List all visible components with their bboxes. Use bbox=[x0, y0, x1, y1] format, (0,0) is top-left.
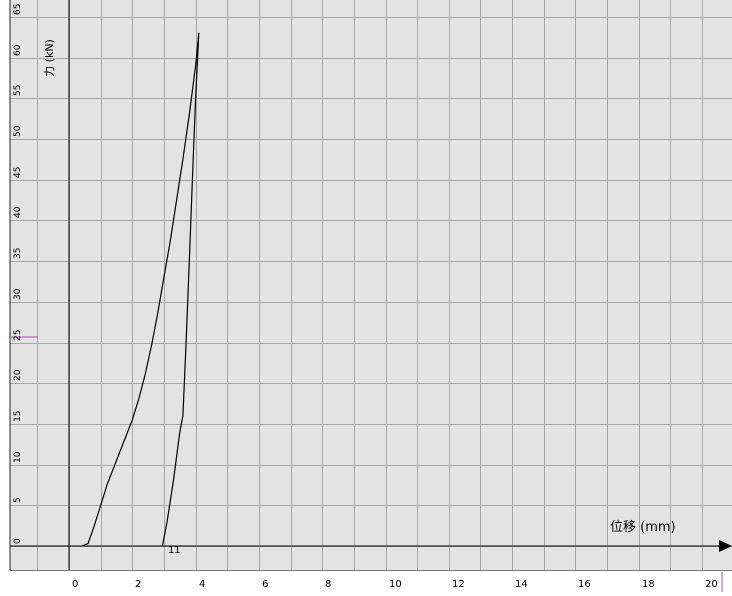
series-line bbox=[81, 32, 200, 547]
x-tick-label: 6 bbox=[262, 579, 268, 590]
y-tick-label: 65 bbox=[13, 4, 23, 15]
x-axis-label: 位移 (mm) bbox=[610, 520, 676, 535]
x-tick-label: 8 bbox=[325, 579, 331, 590]
plot-area bbox=[10, 0, 732, 570]
y-tick-label: 5 bbox=[13, 497, 23, 503]
x-tick-label: 4 bbox=[199, 579, 205, 590]
y-tick-label: 60 bbox=[13, 44, 23, 56]
y-tick-label: 40 bbox=[13, 206, 23, 218]
x-axis-arrow bbox=[719, 540, 732, 552]
x-tick-label: 2 bbox=[135, 579, 141, 590]
x-tick-label: 18 bbox=[642, 579, 655, 590]
series-layer bbox=[81, 32, 200, 547]
x-tick-label: 10 bbox=[389, 579, 402, 590]
y-axis-label: 力 (kN) bbox=[43, 39, 56, 77]
y-tick-label: 20 bbox=[13, 369, 23, 381]
y-tick-label: 15 bbox=[13, 411, 23, 422]
y-tick-label: 45 bbox=[13, 167, 23, 178]
y-tick-label: 35 bbox=[13, 248, 23, 259]
y-tick-label: 50 bbox=[13, 125, 23, 137]
annotations: 11 bbox=[168, 545, 181, 556]
x-tick-label: 20 bbox=[705, 579, 718, 590]
x-tick-label: 0 bbox=[72, 579, 78, 590]
annotation-label: 11 bbox=[168, 545, 181, 556]
y-tick-labels: 0 5 10 15 20 25 30 35 40 45 50 55 60 65 bbox=[13, 4, 23, 544]
y-tick-label: 25 bbox=[13, 330, 23, 341]
grid bbox=[10, 0, 732, 592]
x-tick-label: 12 bbox=[452, 579, 465, 590]
x-tick-labels: 0 2 4 6 8 10 12 14 16 18 20 bbox=[72, 579, 718, 590]
x-tick-label: 16 bbox=[578, 579, 591, 590]
y-tick-label: 0 bbox=[13, 538, 23, 544]
x-tick-label: 14 bbox=[515, 579, 528, 590]
y-tick-label: 55 bbox=[13, 85, 23, 96]
y-tick-label: 30 bbox=[13, 288, 23, 300]
y-tick-label: 10 bbox=[13, 451, 23, 463]
bottom-tick-strip bbox=[10, 571, 732, 592]
